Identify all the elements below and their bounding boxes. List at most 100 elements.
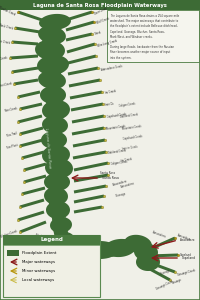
Polygon shape xyxy=(66,32,92,41)
Polygon shape xyxy=(69,243,81,259)
Text: Local waterways: Local waterways xyxy=(22,278,54,282)
Polygon shape xyxy=(46,201,70,219)
Polygon shape xyxy=(147,261,176,273)
Polygon shape xyxy=(39,14,71,30)
Polygon shape xyxy=(60,240,75,255)
Text: Mountain Creek: Mountain Creek xyxy=(122,124,142,131)
Polygon shape xyxy=(74,206,102,214)
Polygon shape xyxy=(43,27,59,39)
Polygon shape xyxy=(67,43,95,53)
Polygon shape xyxy=(72,127,104,136)
Polygon shape xyxy=(51,167,67,179)
Bar xyxy=(7,250,19,256)
Polygon shape xyxy=(73,139,105,148)
Polygon shape xyxy=(136,245,151,258)
Text: Atascadero: Atascadero xyxy=(120,181,135,189)
Polygon shape xyxy=(46,136,62,149)
Polygon shape xyxy=(68,55,96,64)
Text: Oakland Creek: Oakland Creek xyxy=(108,149,127,155)
Polygon shape xyxy=(12,40,38,46)
Text: Deer Creek: Deer Creek xyxy=(94,6,108,16)
Polygon shape xyxy=(54,237,71,251)
Text: Atascadero: Atascadero xyxy=(152,231,167,239)
Polygon shape xyxy=(48,187,63,199)
Polygon shape xyxy=(74,194,104,203)
Polygon shape xyxy=(48,196,64,209)
Polygon shape xyxy=(45,158,73,178)
Text: Mountain Creek: Mountain Creek xyxy=(106,124,126,131)
Text: Atascadero: Atascadero xyxy=(177,233,192,241)
Polygon shape xyxy=(10,55,38,59)
Text: Minor waterways: Minor waterways xyxy=(22,269,55,273)
Polygon shape xyxy=(38,26,66,44)
Text: Gossage: Gossage xyxy=(160,268,172,276)
Polygon shape xyxy=(148,254,178,257)
Text: The Laguna de Santa Rosa drains a 254 square mile
watershed. The major waterways: The Laguna de Santa Rosa drains a 254 sq… xyxy=(110,14,179,60)
Polygon shape xyxy=(48,146,65,160)
Polygon shape xyxy=(52,217,67,229)
FancyBboxPatch shape xyxy=(3,235,100,297)
Polygon shape xyxy=(109,241,121,257)
FancyBboxPatch shape xyxy=(107,10,199,62)
Polygon shape xyxy=(132,238,148,252)
Polygon shape xyxy=(24,175,46,183)
Polygon shape xyxy=(45,56,62,70)
Polygon shape xyxy=(15,26,40,34)
Text: Laguna de Santa Rosa Floodplain Waterways: Laguna de Santa Rosa Floodplain Waterway… xyxy=(33,2,167,8)
Polygon shape xyxy=(19,220,47,233)
Polygon shape xyxy=(42,45,58,61)
Polygon shape xyxy=(20,199,44,208)
Polygon shape xyxy=(80,245,95,259)
Text: Pira Trail: Pira Trail xyxy=(7,132,18,138)
Polygon shape xyxy=(40,86,66,104)
Text: Gossage: Gossage xyxy=(115,192,127,198)
Text: Colgan Creek: Colgan Creek xyxy=(110,160,127,166)
Bar xyxy=(3,235,100,245)
Polygon shape xyxy=(66,21,94,32)
Text: Iron Ck: Iron Ck xyxy=(105,101,114,106)
Text: Atascadero: Atascadero xyxy=(180,238,195,242)
Bar xyxy=(0,0,200,10)
Text: Gossage Creek: Gossage Creek xyxy=(177,269,196,277)
Polygon shape xyxy=(74,184,106,194)
Polygon shape xyxy=(44,187,68,205)
Polygon shape xyxy=(69,79,100,88)
Polygon shape xyxy=(74,161,108,172)
Polygon shape xyxy=(44,173,70,191)
Polygon shape xyxy=(70,91,102,100)
Polygon shape xyxy=(12,67,38,73)
Text: Oakland Creek: Oakland Creek xyxy=(120,113,139,119)
Polygon shape xyxy=(43,76,60,90)
Text: Major waterways: Major waterways xyxy=(22,260,55,264)
Polygon shape xyxy=(42,116,68,134)
Text: Legend: Legend xyxy=(40,238,63,242)
Text: Wolf Creek: Wolf Creek xyxy=(96,17,110,25)
Polygon shape xyxy=(118,238,132,255)
Text: Rack Creek: Rack Creek xyxy=(0,23,13,31)
Text: Copeland: Copeland xyxy=(182,256,196,260)
Polygon shape xyxy=(24,163,46,171)
Text: Copeland Creek: Copeland Creek xyxy=(122,135,142,141)
Text: Frei Creek: Frei Creek xyxy=(0,82,12,88)
Text: Wee Long Creek: Wee Long Creek xyxy=(97,38,118,48)
Polygon shape xyxy=(48,106,64,119)
Polygon shape xyxy=(22,187,45,196)
Polygon shape xyxy=(38,71,66,89)
Polygon shape xyxy=(71,103,103,112)
Polygon shape xyxy=(72,115,104,124)
Polygon shape xyxy=(46,67,62,80)
Polygon shape xyxy=(18,11,42,21)
Polygon shape xyxy=(62,241,98,259)
Polygon shape xyxy=(68,67,98,76)
Polygon shape xyxy=(18,91,40,98)
Polygon shape xyxy=(35,40,65,60)
Text: Floodplain Extent: Floodplain Extent xyxy=(22,251,56,255)
Text: Gossage Creek: Gossage Creek xyxy=(155,279,173,291)
Text: Atascadero Creek: Atascadero Creek xyxy=(100,64,122,72)
Polygon shape xyxy=(147,267,171,281)
Polygon shape xyxy=(50,217,72,233)
Polygon shape xyxy=(66,11,92,21)
Polygon shape xyxy=(41,131,67,149)
Polygon shape xyxy=(56,235,71,248)
Polygon shape xyxy=(74,173,108,182)
